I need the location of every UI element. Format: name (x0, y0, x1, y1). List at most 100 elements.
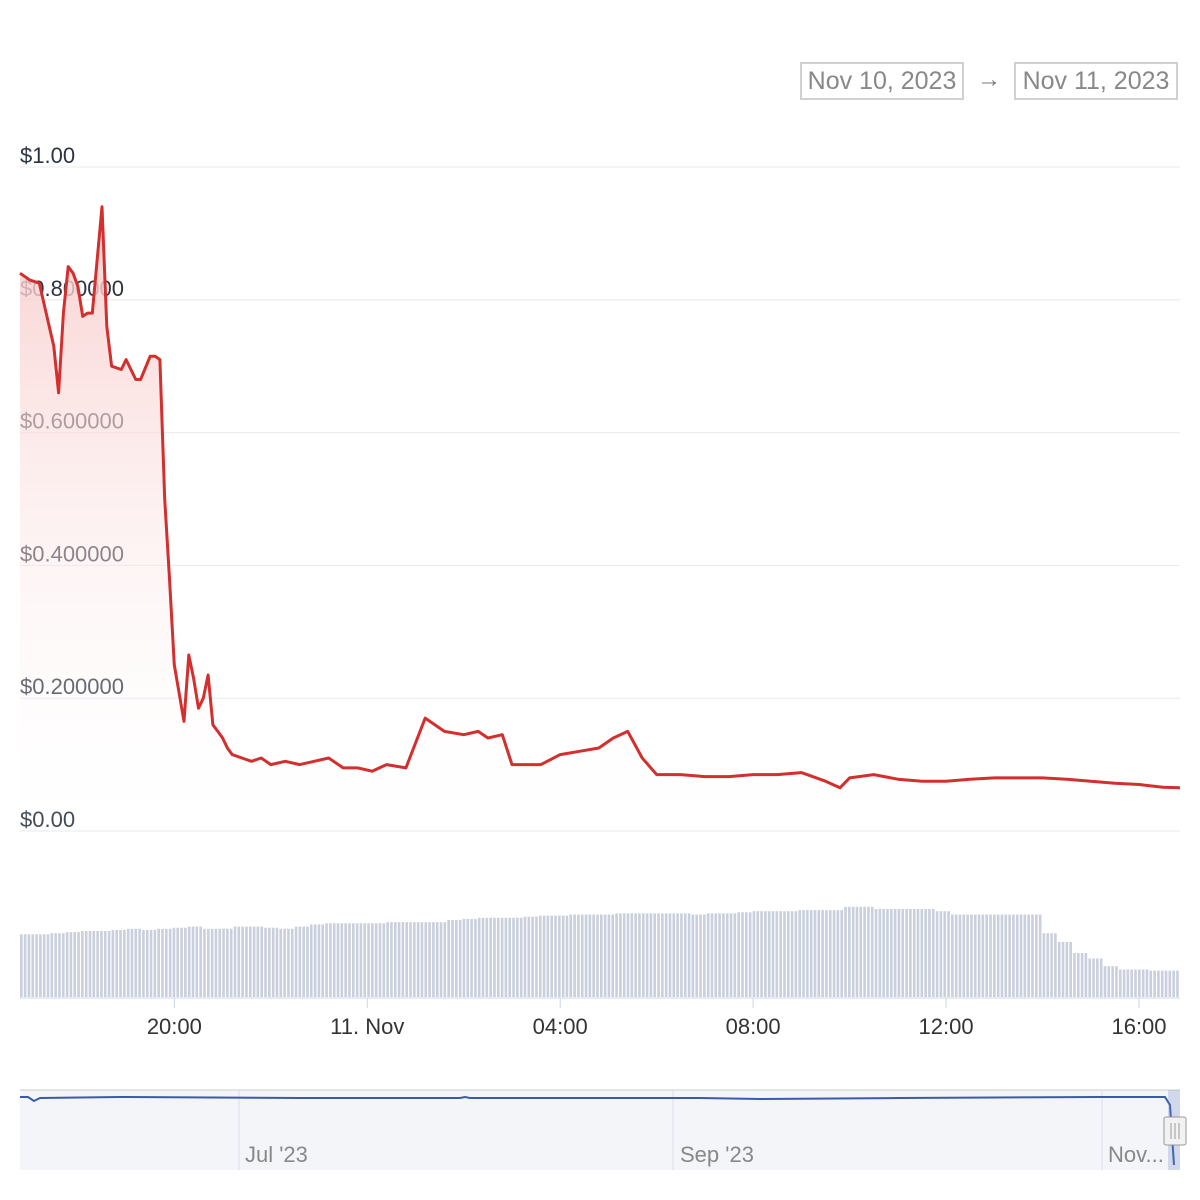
volume-bar (96, 931, 99, 997)
volume-bar (256, 926, 260, 997)
volume-bar (229, 928, 233, 997)
volume-bar (1076, 953, 1080, 997)
volume-bar (1126, 969, 1130, 997)
volume-bar (840, 910, 844, 997)
volume-bar (863, 906, 866, 997)
volume-bar (233, 926, 237, 997)
volume-bar (252, 926, 256, 997)
volume-bar (397, 922, 401, 997)
volume-bar (970, 914, 973, 997)
volume-bar (1065, 942, 1069, 997)
volume-bar (638, 913, 641, 997)
volume-bar (367, 923, 370, 997)
volume-bar (268, 927, 271, 997)
navigator-background (20, 1090, 1180, 1170)
volume-bar (409, 922, 412, 997)
volume-bar (287, 928, 290, 997)
volume-bar (584, 914, 588, 997)
volume-bar (699, 914, 702, 997)
volume-bar (1111, 966, 1114, 997)
volume-bar (951, 914, 954, 997)
volume-bar (435, 922, 439, 997)
volume-bar (931, 909, 935, 997)
volume-bar (1088, 958, 1092, 997)
volume-bar (1054, 933, 1057, 997)
volume-bar (748, 912, 752, 997)
volume-bar (332, 923, 336, 997)
volume-bar (668, 913, 672, 997)
volume-bar (119, 929, 122, 997)
volume-bar (649, 913, 653, 997)
volume-bar (165, 928, 168, 997)
volume-bar (35, 934, 38, 997)
volume-bar (783, 911, 786, 997)
volume-bar (279, 928, 283, 997)
volume-bar (245, 926, 248, 997)
volume-bar (157, 928, 160, 997)
volume-bar (882, 909, 885, 997)
volume-bar (680, 913, 683, 997)
volume-bar (248, 926, 252, 997)
price-line[interactable] (19, 205, 1181, 790)
volume-bar (46, 934, 50, 997)
volume-bar (496, 917, 500, 997)
volume-bar (611, 914, 615, 997)
volume-bar (264, 927, 267, 997)
volume-bar (493, 917, 496, 997)
volume-bar (924, 909, 927, 997)
x-tick-label: 20:00 (147, 1014, 202, 1039)
volume-bar (809, 910, 813, 997)
volume-bar (386, 922, 389, 997)
volume-bar (1172, 970, 1175, 997)
volume-bar (996, 914, 1000, 997)
volume-bar (977, 914, 981, 997)
navigator[interactable]: Jul '23 Sep '23 Nov... (20, 1089, 1187, 1170)
volume-bar (1042, 933, 1046, 997)
volume-bar (481, 917, 485, 997)
volume-bar (600, 914, 603, 997)
volume-bar (374, 923, 378, 997)
volume-bar (42, 934, 46, 997)
volume-bar (1084, 953, 1088, 997)
volume-bar (390, 922, 393, 997)
volume-bar (134, 928, 138, 997)
volume-bar (695, 914, 699, 997)
volume-bar (290, 928, 294, 997)
volume-bar (771, 911, 775, 997)
volume-bar (58, 933, 61, 997)
volume-bar (65, 932, 69, 997)
volume-bar (561, 915, 565, 997)
volume-bar (500, 917, 504, 997)
volume-bar (298, 926, 302, 997)
volume-bar (890, 909, 893, 997)
volume-bar (592, 914, 595, 997)
volume-bar (344, 923, 347, 997)
date-range-to-input[interactable]: Nov 11, 2023 (1014, 62, 1178, 100)
volume-bar (130, 928, 134, 997)
volume-bar (184, 927, 187, 997)
volume-bar (596, 914, 599, 997)
volume-bar (1160, 970, 1164, 997)
volume-bar (199, 926, 202, 997)
volume-bar (187, 926, 191, 997)
volume-bar (870, 906, 874, 997)
volume-bar (786, 911, 790, 997)
volume-bar (1000, 914, 1004, 997)
volume-bar (260, 926, 264, 997)
volume-bar (1145, 969, 1149, 997)
volume-bar (725, 913, 729, 997)
volume-bar (794, 911, 798, 997)
volume-bar (310, 924, 313, 997)
volume-bar (447, 920, 450, 997)
volume-bar (474, 918, 477, 997)
volume-bar (531, 916, 534, 997)
date-range-from-input[interactable]: Nov 10, 2023 (800, 62, 964, 100)
volume-bar (306, 926, 309, 997)
volume-bar (1012, 914, 1015, 997)
volume-bar (722, 913, 725, 997)
volume-bar (126, 928, 130, 997)
volume-bar (103, 931, 107, 997)
volume-bar (542, 915, 546, 997)
volume-bar (710, 913, 714, 997)
